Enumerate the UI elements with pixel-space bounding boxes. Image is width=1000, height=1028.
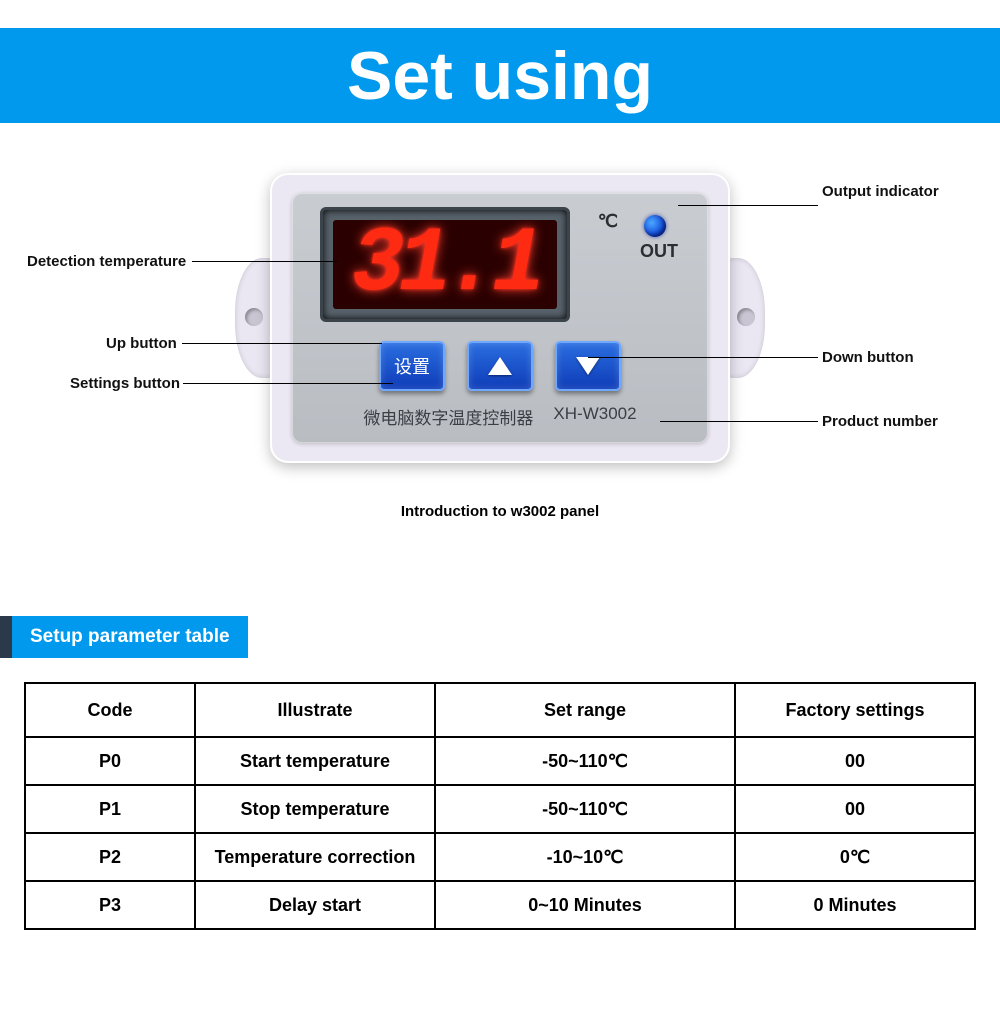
footer-model: XH-W3002 [553,404,636,429]
cell: -50~110℃ [435,737,735,785]
table-title-bar: Setup parameter table [0,616,1000,658]
parameter-table: Code Illustrate Set range Factory settin… [24,682,976,930]
triangle-up-icon [486,355,514,377]
callout-down-button: Down button [822,349,914,366]
settings-btn-text: 设置 [394,353,430,379]
table-row: P0 Start temperature -50~110℃ 00 [25,737,975,785]
lcd-value: 31.1 [351,220,538,309]
cell: -50~110℃ [435,785,735,833]
callout-up-button: Up button [106,335,177,352]
degree-unit: ℃ [598,211,618,232]
device: 31.1 ℃ OUT 设置 [270,173,730,463]
cell: Start temperature [195,737,435,785]
th-illustrate: Illustrate [195,683,435,737]
callout-settings-button: Settings button [70,375,180,392]
device-footer: 微电脑数字温度控制器 XH-W3002 [292,404,708,429]
callout-output-indicator: Output indicator [822,183,939,200]
cell: 00 [735,785,975,833]
table-row: P1 Stop temperature -50~110℃ 00 [25,785,975,833]
diagram-caption: Introduction to w3002 panel [0,503,1000,520]
cell: 0℃ [735,833,975,881]
th-range: Set range [435,683,735,737]
lcd: 31.1 [333,220,557,309]
cell: 0~10 Minutes [435,881,735,929]
triangle-down-icon [574,355,602,377]
table-accent [0,616,12,658]
lead-line [182,343,382,344]
cell: P3 [25,881,195,929]
faceplate: 31.1 ℃ OUT 设置 [292,193,708,443]
lead-line [660,421,818,422]
cell: -10~10℃ [435,833,735,881]
table-title: Setup parameter table [12,616,248,658]
cell: P2 [25,833,195,881]
table-row: P2 Temperature correction -10~10℃ 0℃ [25,833,975,881]
th-factory: Factory settings [735,683,975,737]
cell: 00 [735,737,975,785]
output-led-icon [644,215,666,237]
lcd-frame: 31.1 [320,207,570,322]
cell: Delay start [195,881,435,929]
cell: Stop temperature [195,785,435,833]
lead-line [678,205,818,206]
down-button[interactable] [555,341,621,391]
th-code: Code [25,683,195,737]
lead-line [588,357,818,358]
cell: Temperature correction [195,833,435,881]
out-label: OUT [640,241,678,262]
lead-line [183,383,393,384]
callout-product-number: Product number [822,413,938,430]
callout-detection-temp: Detection temperature [27,253,186,270]
table-section: Setup parameter table Code Illustrate Se… [0,616,1000,930]
cell: P0 [25,737,195,785]
footer-cn: 微电脑数字温度控制器 [363,404,533,429]
diagram-area: 31.1 ℃ OUT 设置 [0,123,1000,563]
table-header-row: Code Illustrate Set range Factory settin… [25,683,975,737]
lead-line [192,261,337,262]
table-row: P3 Delay start 0~10 Minutes 0 Minutes [25,881,975,929]
up-button[interactable] [467,341,533,391]
cell: 0 Minutes [735,881,975,929]
cell: P1 [25,785,195,833]
title-bar: Set using [0,28,1000,123]
device-body: 31.1 ℃ OUT 设置 [270,173,730,463]
page-title: Set using [347,37,653,115]
